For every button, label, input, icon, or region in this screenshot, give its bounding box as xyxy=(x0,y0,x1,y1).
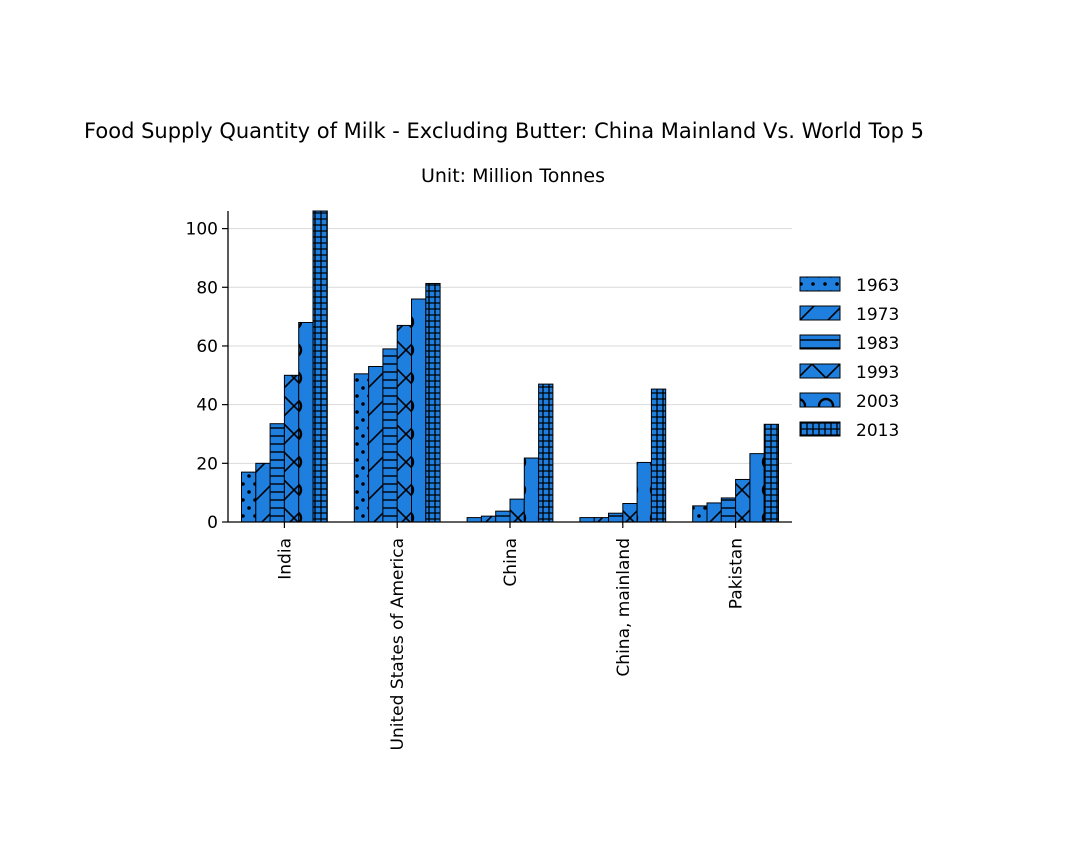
bar-1993 xyxy=(735,478,751,523)
legend-label: 1973 xyxy=(856,305,899,325)
bar-1983 xyxy=(269,423,285,523)
bar-2003 xyxy=(523,457,540,523)
bar-2013 xyxy=(763,423,780,523)
bar-1983 xyxy=(608,512,624,523)
y-tick-label: 60 xyxy=(196,337,218,357)
bar-1963 xyxy=(353,373,370,523)
y-tick-label: 0 xyxy=(207,513,218,533)
x-tick-label: United States of America xyxy=(388,538,408,750)
bar-2013 xyxy=(312,210,328,523)
legend-label: 2013 xyxy=(856,421,899,441)
bar-2013 xyxy=(538,383,554,523)
x-tick-label: India xyxy=(275,538,295,580)
legend-swatch-1963 xyxy=(799,276,841,292)
y-tick-label: 80 xyxy=(196,278,218,298)
legend-swatch-1993 xyxy=(799,363,841,379)
legend-swatch-2003 xyxy=(799,392,841,408)
legend-label: 1993 xyxy=(856,363,899,383)
bar-1983 xyxy=(495,510,511,523)
bar-1963 xyxy=(241,471,257,523)
legend-label: 2003 xyxy=(856,392,899,412)
bar-1973 xyxy=(368,366,384,523)
bar-1973 xyxy=(706,502,722,523)
bar-1993 xyxy=(509,498,525,523)
legend-swatch-1983 xyxy=(799,334,841,350)
legend-label: 1963 xyxy=(856,276,899,296)
bar-2013 xyxy=(425,282,441,523)
y-tick-label: 100 xyxy=(186,220,218,240)
bar-2003 xyxy=(749,453,765,523)
bar-1983 xyxy=(720,497,737,523)
legend-label: 1983 xyxy=(856,334,899,354)
bar-1963 xyxy=(579,517,595,523)
bar-1983 xyxy=(382,348,398,523)
x-tick-label: China xyxy=(501,538,521,587)
bar-1973 xyxy=(593,517,610,523)
bar-2003 xyxy=(298,321,314,523)
legend-swatch-2013 xyxy=(799,421,841,437)
bar-2003 xyxy=(411,298,427,523)
x-tick-label: Pakistan xyxy=(727,538,747,609)
bar-1963 xyxy=(692,505,708,523)
y-tick-label: 20 xyxy=(196,454,218,474)
bar-1993 xyxy=(283,374,300,523)
y-tick-label: 40 xyxy=(196,396,218,416)
bar-1973 xyxy=(480,515,497,523)
x-tick-label: China, mainland xyxy=(614,538,634,677)
legend-swatch-1973 xyxy=(799,305,841,321)
chart-subtitle: Unit: Million Tonnes xyxy=(420,165,605,187)
bar-2003 xyxy=(636,461,652,523)
bar-1993 xyxy=(396,324,413,523)
chart-title: Food Supply Quantity of Milk - Excluding… xyxy=(84,119,924,143)
bar-2013 xyxy=(650,388,667,523)
bar-1993 xyxy=(622,503,638,523)
bar-1963 xyxy=(466,517,482,523)
bar-1973 xyxy=(255,462,271,523)
